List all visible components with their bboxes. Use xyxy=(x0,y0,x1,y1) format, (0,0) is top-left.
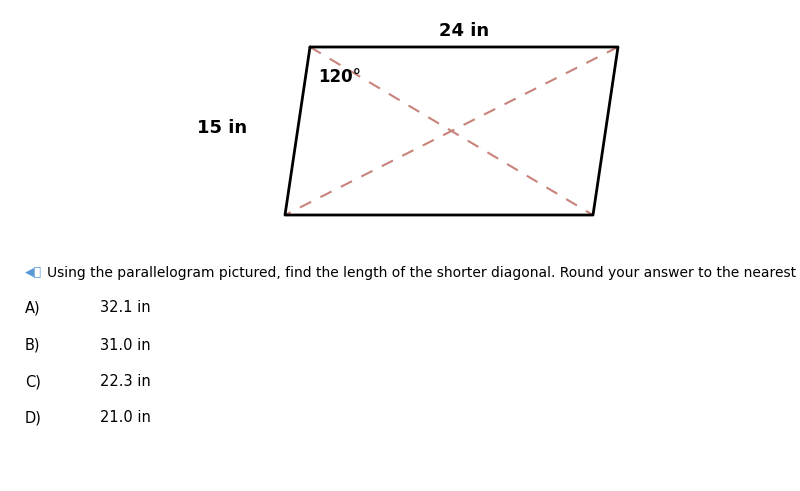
Text: 15 in: 15 in xyxy=(197,119,247,137)
Text: Using the parallelogram pictured, find the length of the shorter diagonal. Round: Using the parallelogram pictured, find t… xyxy=(47,266,800,280)
Text: C): C) xyxy=(25,375,41,389)
Text: A): A) xyxy=(25,300,41,316)
Text: 22.3 in: 22.3 in xyxy=(100,375,150,389)
Text: 21.0 in: 21.0 in xyxy=(100,410,151,426)
Text: B): B) xyxy=(25,337,41,353)
Text: 24 in: 24 in xyxy=(439,22,489,40)
Text: 31.0 in: 31.0 in xyxy=(100,337,150,353)
Text: ◀⧖: ◀⧖ xyxy=(25,267,42,279)
Text: 32.1 in: 32.1 in xyxy=(100,300,150,316)
Text: D): D) xyxy=(25,410,42,426)
Text: 120°: 120° xyxy=(318,68,361,86)
